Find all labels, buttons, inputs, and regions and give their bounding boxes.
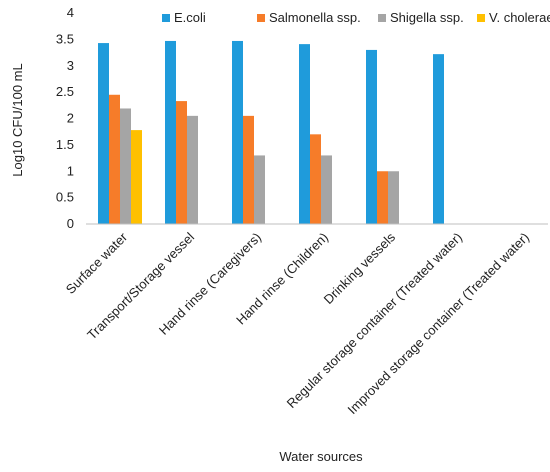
legend-label: Salmonella ssp. (269, 10, 361, 25)
bar-salmonella-ssp (243, 115, 254, 224)
bar-shigella-ssp (187, 115, 198, 224)
bar-e-coli (165, 40, 176, 224)
bars (98, 40, 444, 225)
y-tick-label: 3 (67, 58, 74, 73)
bar-e-coli (433, 54, 444, 224)
bar-e-coli (366, 49, 377, 224)
bar-shigella-ssp (388, 171, 399, 224)
x-category-label: Transport/Storage vessel (84, 229, 197, 342)
bar-salmonella-ssp (310, 134, 321, 224)
legend-swatch (477, 14, 485, 22)
y-tick-label: 0 (67, 216, 74, 231)
legend-label: E.coli (174, 10, 206, 25)
x-category-label: Surface water (63, 229, 131, 297)
bar-salmonella-ssp (109, 94, 120, 224)
y-tick-label: 4 (67, 5, 74, 20)
bar-e-coli (98, 43, 109, 224)
y-axis-title: Log10 CFU/100 mL (10, 63, 25, 176)
legend-label: Shigella ssp. (390, 10, 464, 25)
y-tick-label: 3.5 (56, 31, 74, 46)
bar-shigella-ssp (254, 155, 265, 224)
bar-salmonella-ssp (176, 101, 187, 224)
legend-swatch (378, 14, 386, 22)
legend-label: V. cholerae (489, 10, 550, 25)
bar-e-coli (299, 44, 310, 225)
bar-salmonella-ssp (377, 171, 388, 224)
y-tick-label: 1 (67, 163, 74, 178)
y-tick-label: 0.5 (56, 190, 74, 205)
bar-shigella-ssp (120, 108, 131, 224)
y-tick-label: 2 (67, 111, 74, 126)
bar-v-cholerae (131, 130, 142, 224)
y-axis: 0 0.5 1 1.5 2 2.5 3 3.5 4 (56, 5, 74, 231)
bar-shigella-ssp (321, 155, 332, 224)
bar-e-coli (232, 40, 243, 224)
y-tick-label: 1.5 (56, 137, 74, 152)
x-category-label: Drinking vessels (321, 229, 399, 307)
y-tick-label: 2.5 (56, 84, 74, 99)
legend-swatch (162, 14, 170, 22)
x-axis-title: Water sources (279, 449, 363, 464)
legend-swatch (257, 14, 265, 22)
legend: E.coli Salmonella ssp. Shigella ssp. V. cho… (162, 10, 550, 25)
